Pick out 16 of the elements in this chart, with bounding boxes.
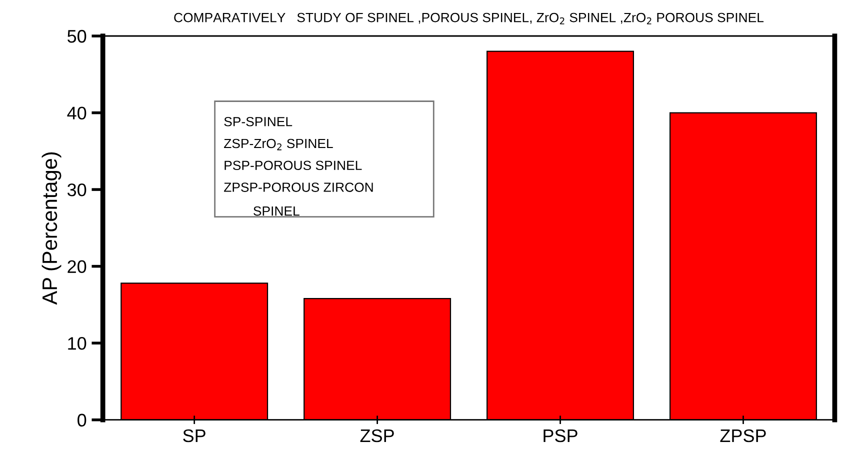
annotation: SP-SPINEL [224,116,292,126]
x-tick-label: SP [183,429,206,442]
y-tick-label: 30 [67,183,86,196]
y-axis-title: AP (Percentage) [42,152,62,305]
y-tick-label: 0 [78,414,86,427]
annotation: ZSP-ZrO$_{2}$ SPINEL [224,138,333,150]
annotation: PSP-POROUS SPINEL [224,160,362,170]
y-tick-label: 40 [67,106,86,120]
chart-title: COMPARATIVELY STUDY OF SPINEL ,POROUS SPINEL, ZrO$_{2}$ SPINEL ,ZrO$_{2}$ POROUS SPINEL [174,12,764,24]
y-tick-label: 10 [68,337,86,350]
x-tick-label: PSP [544,429,578,442]
x-tick-label: ZPSP [720,429,766,442]
x-tick-label: ZSP [360,429,394,442]
y-tick-label: 20 [68,260,86,274]
y-tick-label: 50 [68,30,86,43]
annotation: ZPSP-POROUS ZIRCON SPINEL [224,182,373,216]
